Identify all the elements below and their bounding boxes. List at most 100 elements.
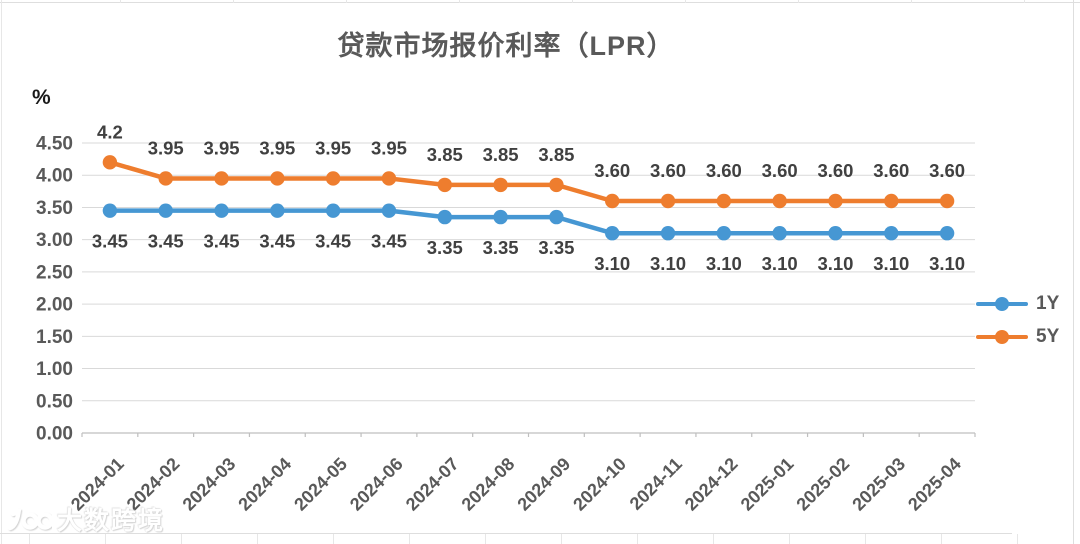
data-label: 3.85 [427,144,463,165]
x-tick-label: 2024-07 [402,454,463,515]
y-tick-label: 0.50 [36,391,73,412]
series-5y-point [660,193,676,209]
y-tick-label: 0.00 [36,424,73,445]
y-tick-label: 4.00 [36,166,73,187]
data-label: 3.35 [483,237,519,258]
data-label: 3.10 [929,253,965,274]
data-label: 3.35 [427,237,463,258]
y-tick-label: 3.00 [36,230,73,251]
data-label: 3.95 [148,137,184,158]
x-tick-label: 2024-09 [513,454,574,515]
series-5y-point [325,171,341,186]
legend-marker-5y-icon [976,327,1028,347]
y-tick-label: 1.50 [36,327,73,348]
backdrop-line [1073,0,1074,544]
data-label: 3.85 [483,144,519,165]
x-tick-label: 2024-05 [290,454,351,515]
series-5y-point [381,171,397,186]
data-label: 3.60 [762,160,798,181]
x-tick-label: 2024-06 [346,454,407,515]
series-1y-point [493,209,508,225]
data-label: 3.60 [706,160,742,181]
backdrop-cell-line [685,0,686,3]
backdrop-cell-line [485,534,486,544]
watermark-text: 大数跨境 [57,507,166,535]
data-label: 3.60 [817,160,853,181]
data-label: 3.10 [873,253,909,274]
backdrop-cell-line [233,0,234,3]
legend-marker-1y-icon [976,294,1028,314]
backdrop-cell-line [105,534,106,544]
data-label: 3.45 [148,231,184,252]
legend-item-1y: 1Y [976,293,1059,314]
data-label: 3.45 [371,231,407,252]
data-label: 3.10 [650,253,686,274]
backdrop-cell-line [1017,534,1018,544]
y-tick-label: 2.50 [36,262,73,283]
x-tick-label: 2024-11 [626,454,686,514]
data-label: 3.45 [315,231,351,252]
data-label: 3.85 [538,144,574,165]
x-tick-label: 2025-02 [792,454,853,515]
x-tick-label: 2024-10 [569,454,630,515]
series-1y-point [605,226,620,241]
series-1y-point [549,209,564,225]
backdrop-line [1,0,2,544]
series-5y-point [437,177,452,193]
data-label: 3.45 [204,231,240,252]
backdrop-cell-line [911,0,912,3]
data-label: 3.10 [762,253,798,274]
data-label: 3.95 [371,137,407,158]
series-5y-point [828,193,843,209]
backdrop-cell-line [181,534,182,544]
data-label: 3.60 [594,160,630,181]
series-1y-point [660,226,676,241]
series-5y-point [158,171,173,186]
backdrop-cell-line [29,534,30,544]
data-label: 3.10 [817,253,853,274]
chart-title: 贷款市场报价利率（LPR） [337,31,675,61]
series-1y-point [939,226,955,241]
series-1y-point [381,203,397,218]
series-5y-point [772,193,787,209]
backdrop-cell-line [1024,0,1025,3]
x-tick-label: 2025-03 [848,454,909,515]
series-5y-point [493,177,508,193]
y-axis-unit-label: % [32,86,51,109]
legend-label-5y: 5Y [1036,326,1060,347]
backdrop-cell-line [637,534,638,544]
data-label: 4.2 [97,121,123,142]
backdrop-line [0,2,1080,3]
backdrop-cell-line [346,0,347,3]
series-1y-point [884,226,899,241]
data-label: 3.10 [594,253,630,274]
series-1y-point [772,226,787,241]
data-label: 3.60 [929,160,965,181]
backdrop-cell-line [561,534,562,544]
series-1y-point [214,203,229,218]
series-1y-point [828,226,843,241]
x-tick-label: 2024-04 [234,454,295,515]
series-5y-point [214,171,229,186]
data-label: 3.45 [92,231,128,252]
data-label: 3.60 [873,160,909,181]
x-tick-label: 2024-08 [458,454,519,515]
y-tick-label: 3.50 [36,198,73,219]
backdrop-cell-line [257,534,258,544]
data-label: 3.10 [706,253,742,274]
data-label: 3.95 [204,137,240,158]
y-tick-label: 4.50 [36,134,73,155]
backdrop-cell-line [865,534,866,544]
backdrop-cell-line [789,534,790,544]
x-tick-label: 2025-01 [737,454,798,515]
backdrop-line [0,533,1012,534]
watermark-logo-icon [7,507,52,531]
x-tick-label: 2024-12 [681,454,742,515]
backdrop-cell-line [333,534,334,544]
series-5y-point [605,193,620,209]
series-1y-point [270,203,285,218]
data-label: 3.95 [315,137,351,158]
backdrop-cell-line [798,0,799,3]
series-5y-point [102,155,118,170]
